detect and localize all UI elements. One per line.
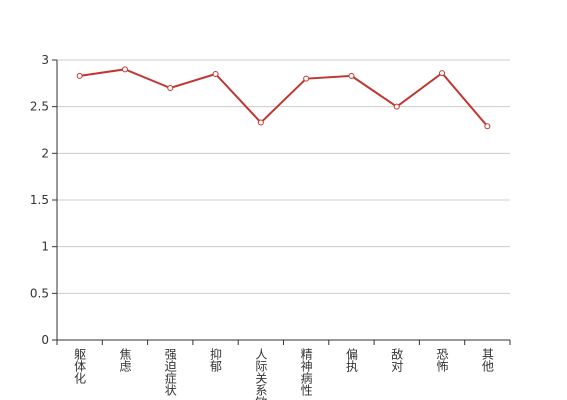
- y-tick-label: 0.5: [30, 286, 49, 300]
- point: [439, 70, 446, 77]
- x-tick-label: 偏执: [344, 347, 358, 373]
- x-tick-label: 其他: [480, 348, 494, 372]
- y-tick-label: 1: [41, 240, 49, 254]
- x-tick-label: 强迫症状: [163, 348, 177, 396]
- point: [348, 72, 355, 79]
- point: [212, 71, 219, 77]
- point: [76, 72, 83, 79]
- x-tick-label: 人际关系敏感: [254, 348, 268, 400]
- point: [121, 66, 128, 73]
- x-tick-label: 焦虑: [118, 348, 132, 372]
- point: [257, 119, 264, 126]
- y-tick-label: 2: [41, 146, 49, 160]
- point: [393, 103, 400, 110]
- x-tick-label: 恐怖: [435, 348, 449, 372]
- y-tick-label: 1.5: [30, 193, 49, 207]
- x-tick-label: 躯体化: [73, 347, 87, 385]
- x-tick-label: 抑郁: [209, 347, 223, 373]
- point: [484, 123, 491, 130]
- point: [167, 85, 174, 91]
- y-tick-label: 3: [41, 53, 49, 67]
- line: [79, 68, 489, 127]
- y-tick-label: 2.5: [30, 100, 49, 114]
- x-tick-label: 敌对: [390, 347, 404, 372]
- y-tick-label: 0: [41, 333, 49, 347]
- x-tick-label: 精神病性: [299, 348, 313, 397]
- point: [303, 75, 310, 82]
